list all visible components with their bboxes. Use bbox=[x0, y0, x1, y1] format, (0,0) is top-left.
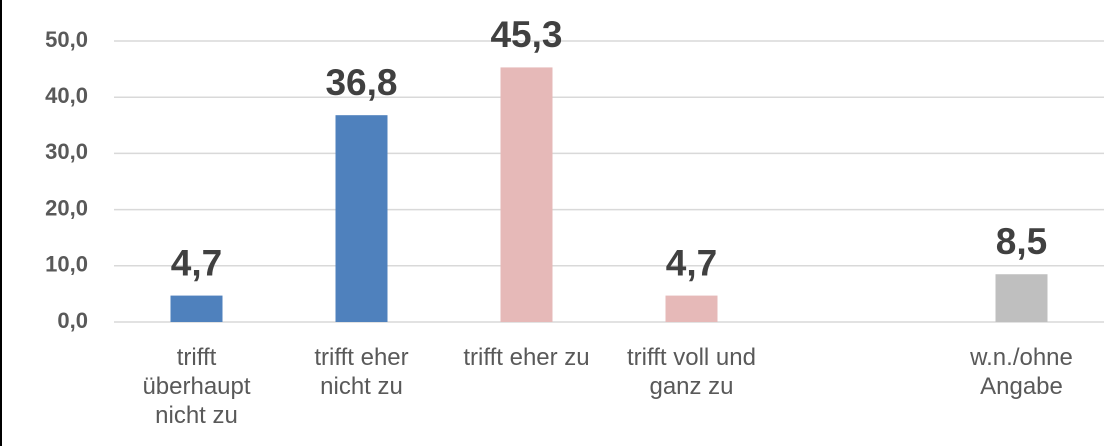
bar bbox=[665, 295, 718, 322]
value-label: 45,3 bbox=[490, 14, 562, 55]
bar bbox=[335, 115, 388, 323]
y-tick-label: 40,0 bbox=[45, 83, 88, 108]
x-tick-label: trifft voll und ganz zu bbox=[627, 344, 756, 400]
x-tick-label: trifft überhaupt nicht zu bbox=[142, 344, 251, 429]
bar bbox=[995, 274, 1048, 322]
y-tick-label: 0,0 bbox=[57, 308, 88, 333]
bar bbox=[500, 67, 553, 322]
x-tick-label: trifft eher zu bbox=[463, 344, 590, 371]
y-tick-label: 10,0 bbox=[45, 252, 88, 277]
x-tick-label: trifft eher nicht zu bbox=[314, 344, 409, 400]
value-label: 4,7 bbox=[171, 242, 222, 283]
x-tick-label: w.n./ohne Angabe bbox=[970, 344, 1073, 400]
bar bbox=[170, 295, 223, 322]
value-label: 8,5 bbox=[996, 221, 1047, 262]
value-label: 4,7 bbox=[666, 242, 717, 283]
y-tick-label: 30,0 bbox=[45, 139, 88, 164]
y-tick-label: 50,0 bbox=[45, 27, 88, 52]
y-tick-label: 20,0 bbox=[45, 195, 88, 220]
value-label: 36,8 bbox=[325, 62, 397, 103]
